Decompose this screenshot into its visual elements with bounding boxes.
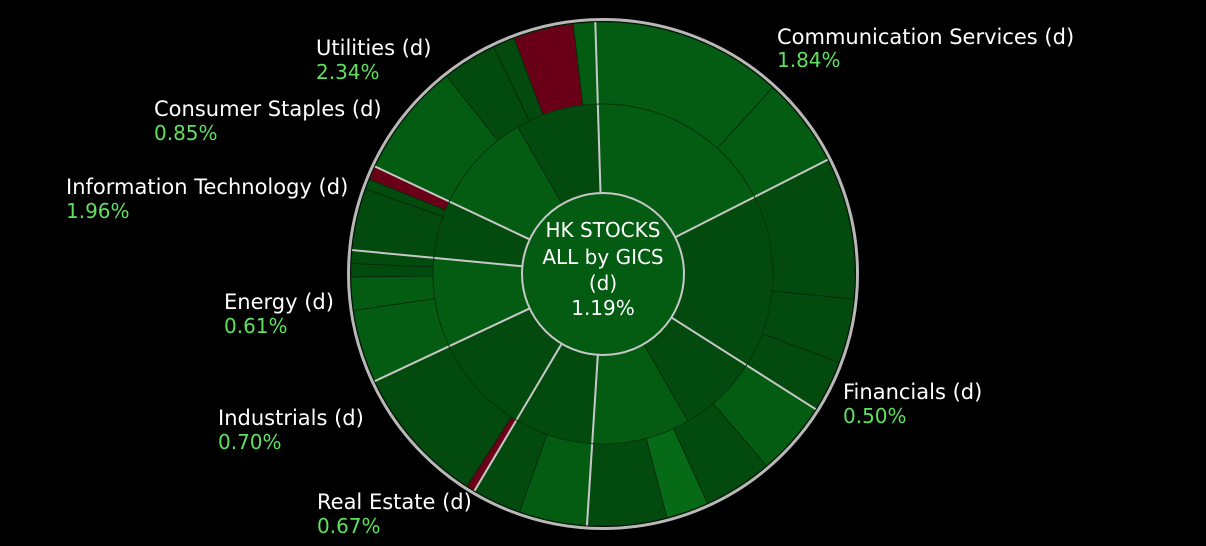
sector-name-utilities[interactable]: Utilities (d) [316, 36, 431, 60]
sector-labels: Communication Services (d) 1.84% Financi… [66, 25, 1074, 538]
center-title-line-2: ALL by GICS [542, 245, 663, 269]
center-title-line-3: (d) [589, 271, 617, 295]
sector-separator-1 [594, 22, 602, 194]
center-value: 1.19% [571, 296, 635, 320]
center-title-line-1: HK STOCKS [546, 218, 661, 242]
sector-name-energy[interactable]: Energy (d) [224, 290, 334, 314]
sector-separator-2 [674, 158, 829, 239]
ring-divider [432, 103, 774, 445]
sector-name-information-technology[interactable]: Information Technology (d) [66, 175, 348, 199]
sector-separator-5 [473, 343, 563, 492]
sector-separator-6 [374, 307, 531, 383]
sector-name-communication-services[interactable]: Communication Services (d) [777, 25, 1074, 49]
sector-separator-4 [585, 354, 599, 526]
sector-value-real-estate: 0.67% [317, 514, 381, 538]
sector-separator-8 [374, 165, 531, 241]
sector-name-financials[interactable]: Financials (d) [843, 380, 982, 404]
sector-value-energy: 0.61% [224, 314, 288, 338]
sector-separator-3 [670, 316, 817, 411]
sector-separator-7 [352, 249, 523, 268]
sector-value-utilities: 2.34% [316, 60, 380, 84]
sector-value-communication-services: 1.84% [777, 48, 841, 72]
sector-value-financials: 0.50% [843, 404, 907, 428]
sector-separators [352, 22, 829, 526]
sector-value-consumer-staples: 0.85% [154, 121, 218, 145]
sector-name-industrials[interactable]: Industrials (d) [218, 406, 364, 430]
sector-value-industrials: 0.70% [218, 430, 282, 454]
sector-name-real-estate[interactable]: Real Estate (d) [317, 490, 472, 514]
sunburst-rings [350, 21, 856, 527]
outer-ring [347, 18, 859, 530]
sector-name-consumer-staples[interactable]: Consumer Staples (d) [154, 97, 382, 121]
center-circle [521, 192, 685, 356]
chart-center: HK STOCKS ALL by GICS (d) 1.19% [521, 192, 685, 356]
sector-value-information-technology: 1.96% [66, 199, 130, 223]
